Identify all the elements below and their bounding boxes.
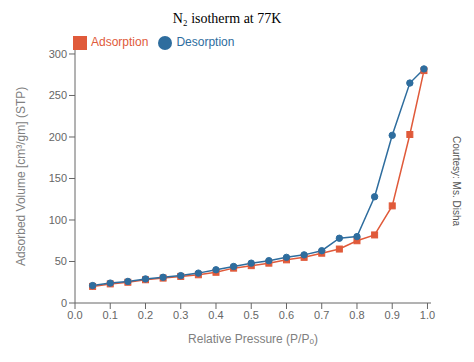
html-text:Adsorption: Adsorption bbox=[91, 35, 149, 49]
svg-text:0.6: 0.6 bbox=[279, 309, 294, 321]
svg-text:0.8: 0.8 bbox=[349, 309, 364, 321]
svg-text:0.7: 0.7 bbox=[314, 309, 329, 321]
svg-text:100: 100 bbox=[49, 214, 67, 226]
html-text:Desorption: Desorption bbox=[176, 35, 235, 49]
svg-text:150: 150 bbox=[49, 172, 67, 184]
svg-text:0.9: 0.9 bbox=[385, 309, 400, 321]
svg-text:50: 50 bbox=[55, 255, 67, 267]
svg-text:1.0: 1.0 bbox=[420, 309, 435, 321]
html-text:N₂ isotherm at 77K: N₂ isotherm at 77K bbox=[172, 11, 282, 26]
svg-text:0.4: 0.4 bbox=[208, 309, 223, 321]
svg-text:Relative Pressure (P/Pₒ): Relative Pressure (P/Pₒ) bbox=[188, 332, 318, 346]
svg-text:Adsorbed Volume [cm³/gm] (STP): Adsorbed Volume [cm³/gm] (STP) bbox=[14, 87, 28, 266]
svg-text:0.0: 0.0 bbox=[67, 309, 82, 321]
svg-text:0.5: 0.5 bbox=[244, 309, 259, 321]
svg-text:0.2: 0.2 bbox=[138, 309, 153, 321]
svg-text:0.1: 0.1 bbox=[103, 309, 118, 321]
svg-text:0.3: 0.3 bbox=[173, 309, 188, 321]
svg-text:250: 250 bbox=[49, 89, 67, 101]
svg-text:300: 300 bbox=[49, 48, 67, 60]
html-text:Courtesy: Ms. Disha: Courtesy: Ms. Disha bbox=[450, 136, 462, 226]
svg-text:200: 200 bbox=[49, 131, 67, 143]
svg-text:0: 0 bbox=[61, 297, 67, 309]
